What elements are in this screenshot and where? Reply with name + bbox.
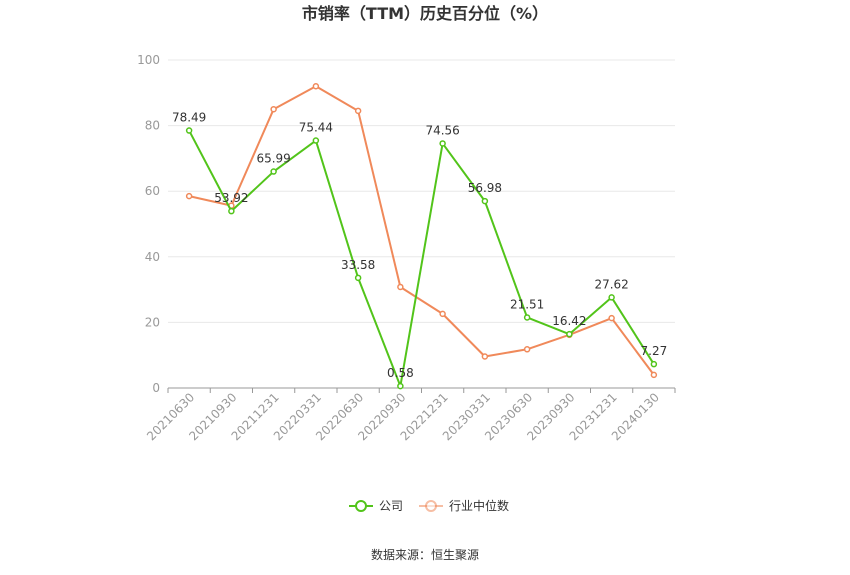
data-point[interactable] [650,360,658,368]
data-point[interactable] [397,283,404,291]
data-point[interactable] [439,140,446,147]
y-tick-label: 40 [145,250,160,264]
data-point[interactable] [312,137,320,144]
y-axis: 0 20 40 60 80 100 [137,53,160,395]
data-label: 53.92 [214,191,248,205]
data-label: 56.98 [468,181,502,195]
data-label: 7.27 [641,344,668,358]
y-tick-label: 60 [145,184,160,198]
data-label: 78.49 [172,111,206,125]
legend[interactable]: 公司 行业中位数 [349,498,509,513]
legend-marker [425,500,437,512]
data-labels: 78.49 53.92 65.99 75.44 33.58 0.58 74.56 56.98 2… [172,111,667,381]
y-tick-label: 0 [152,381,160,395]
data-label: 75.44 [299,121,333,135]
data-point[interactable] [481,353,489,360]
legend-label: 公司 [379,499,403,513]
data-point[interactable] [481,197,489,205]
chart-title: 市销率（TTM）历史百分位（%） [302,4,548,23]
data-point[interactable] [566,330,573,338]
data-point[interactable] [439,310,446,318]
data-point[interactable] [354,274,362,282]
data-point[interactable] [608,314,615,322]
data-label: 33.58 [341,258,375,272]
data-label: 0.58 [387,366,414,380]
data-point[interactable] [523,346,531,353]
data-label: 74.56 [425,123,459,137]
series-line [188,130,655,388]
data-label: 16.42 [552,314,586,328]
data-label: 65.99 [256,152,290,166]
legend-marker [355,500,367,512]
series [185,82,658,390]
data-point[interactable] [312,82,320,90]
data-point[interactable] [185,192,193,200]
legend-label: 行业中位数 [449,498,509,513]
y-tick-label: 100 [137,53,160,67]
grid [168,59,675,389]
data-point[interactable] [270,168,277,175]
data-point[interactable] [650,371,658,379]
data-point[interactable] [354,107,362,115]
data-point[interactable] [270,105,277,113]
data-point[interactable] [228,207,235,215]
data-point[interactable] [608,294,615,301]
data-point[interactable] [523,314,531,321]
data-label: 21.51 [510,297,544,311]
legend-item[interactable]: 行业中位数 [419,498,509,513]
source-note: 数据来源：恒生聚源 [371,547,479,562]
data-point[interactable] [185,127,193,134]
series-line [188,85,655,376]
legend-item[interactable]: 公司 [349,499,403,513]
y-tick-label: 20 [145,315,160,329]
x-axis: 2021063020210930202112312022033120220630… [144,388,676,443]
data-label: 27.62 [594,277,628,291]
y-tick-label: 80 [145,119,160,133]
data-point[interactable] [397,382,404,390]
